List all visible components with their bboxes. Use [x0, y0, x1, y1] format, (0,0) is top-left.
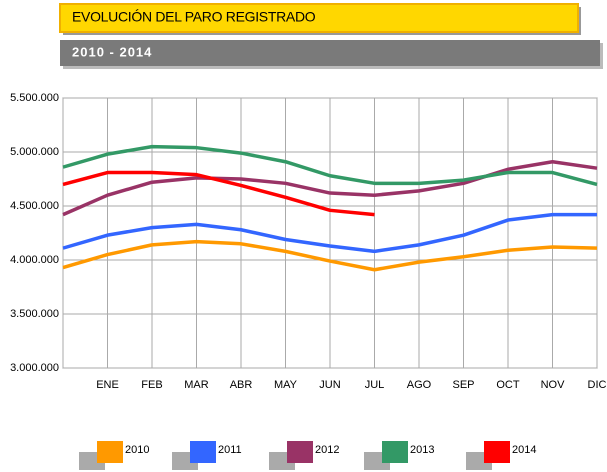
x-tick-label: OCT: [496, 379, 520, 391]
series-line: [62, 159, 598, 217]
x-tick-label: ENE: [96, 379, 119, 391]
series-line: [62, 144, 598, 187]
series-line: [62, 239, 598, 272]
series-line: [62, 212, 597, 254]
series-line: [62, 170, 375, 217]
legend-swatch: [484, 441, 510, 463]
legend-swatch: [190, 441, 216, 463]
x-tick-label: SEP: [452, 379, 474, 391]
chart-title: EVOLUCIÓN DEL PARO REGISTRADO: [72, 9, 316, 25]
x-tick-label: DIC: [588, 379, 607, 391]
x-tick-label: JUN: [319, 379, 340, 391]
legend-label: 2014: [512, 444, 536, 456]
x-tick-label: NOV: [541, 379, 566, 391]
legend-swatch: [382, 441, 408, 463]
y-tick-label: 5.000.000: [10, 146, 59, 158]
legend-label: 2012: [315, 444, 339, 456]
x-tick-label: ABR: [230, 379, 253, 391]
title-banner: [59, 3, 579, 33]
legend-label: 2013: [410, 444, 434, 456]
legend-label: 2010: [125, 444, 149, 456]
x-tick-label: FEB: [141, 379, 162, 391]
chart-subtitle: 2010 - 2014: [72, 44, 152, 59]
x-tick-label: JUL: [365, 379, 385, 391]
x-tick-label: MAY: [274, 379, 298, 391]
x-tick-label: MAR: [184, 379, 209, 391]
legend-label: 2011: [218, 444, 242, 456]
subtitle-banner: [60, 40, 600, 66]
y-tick-label: 3.000.000: [10, 362, 59, 374]
legend-swatch: [287, 441, 313, 463]
y-tick-label: 4.000.000: [10, 254, 59, 266]
x-tick-label: AGO: [407, 379, 432, 391]
y-tick-label: 3.500.000: [10, 308, 59, 320]
y-tick-label: 5.500.000: [10, 92, 59, 104]
legend-swatch: [97, 441, 123, 463]
y-tick-label: 4.500.000: [10, 200, 59, 212]
